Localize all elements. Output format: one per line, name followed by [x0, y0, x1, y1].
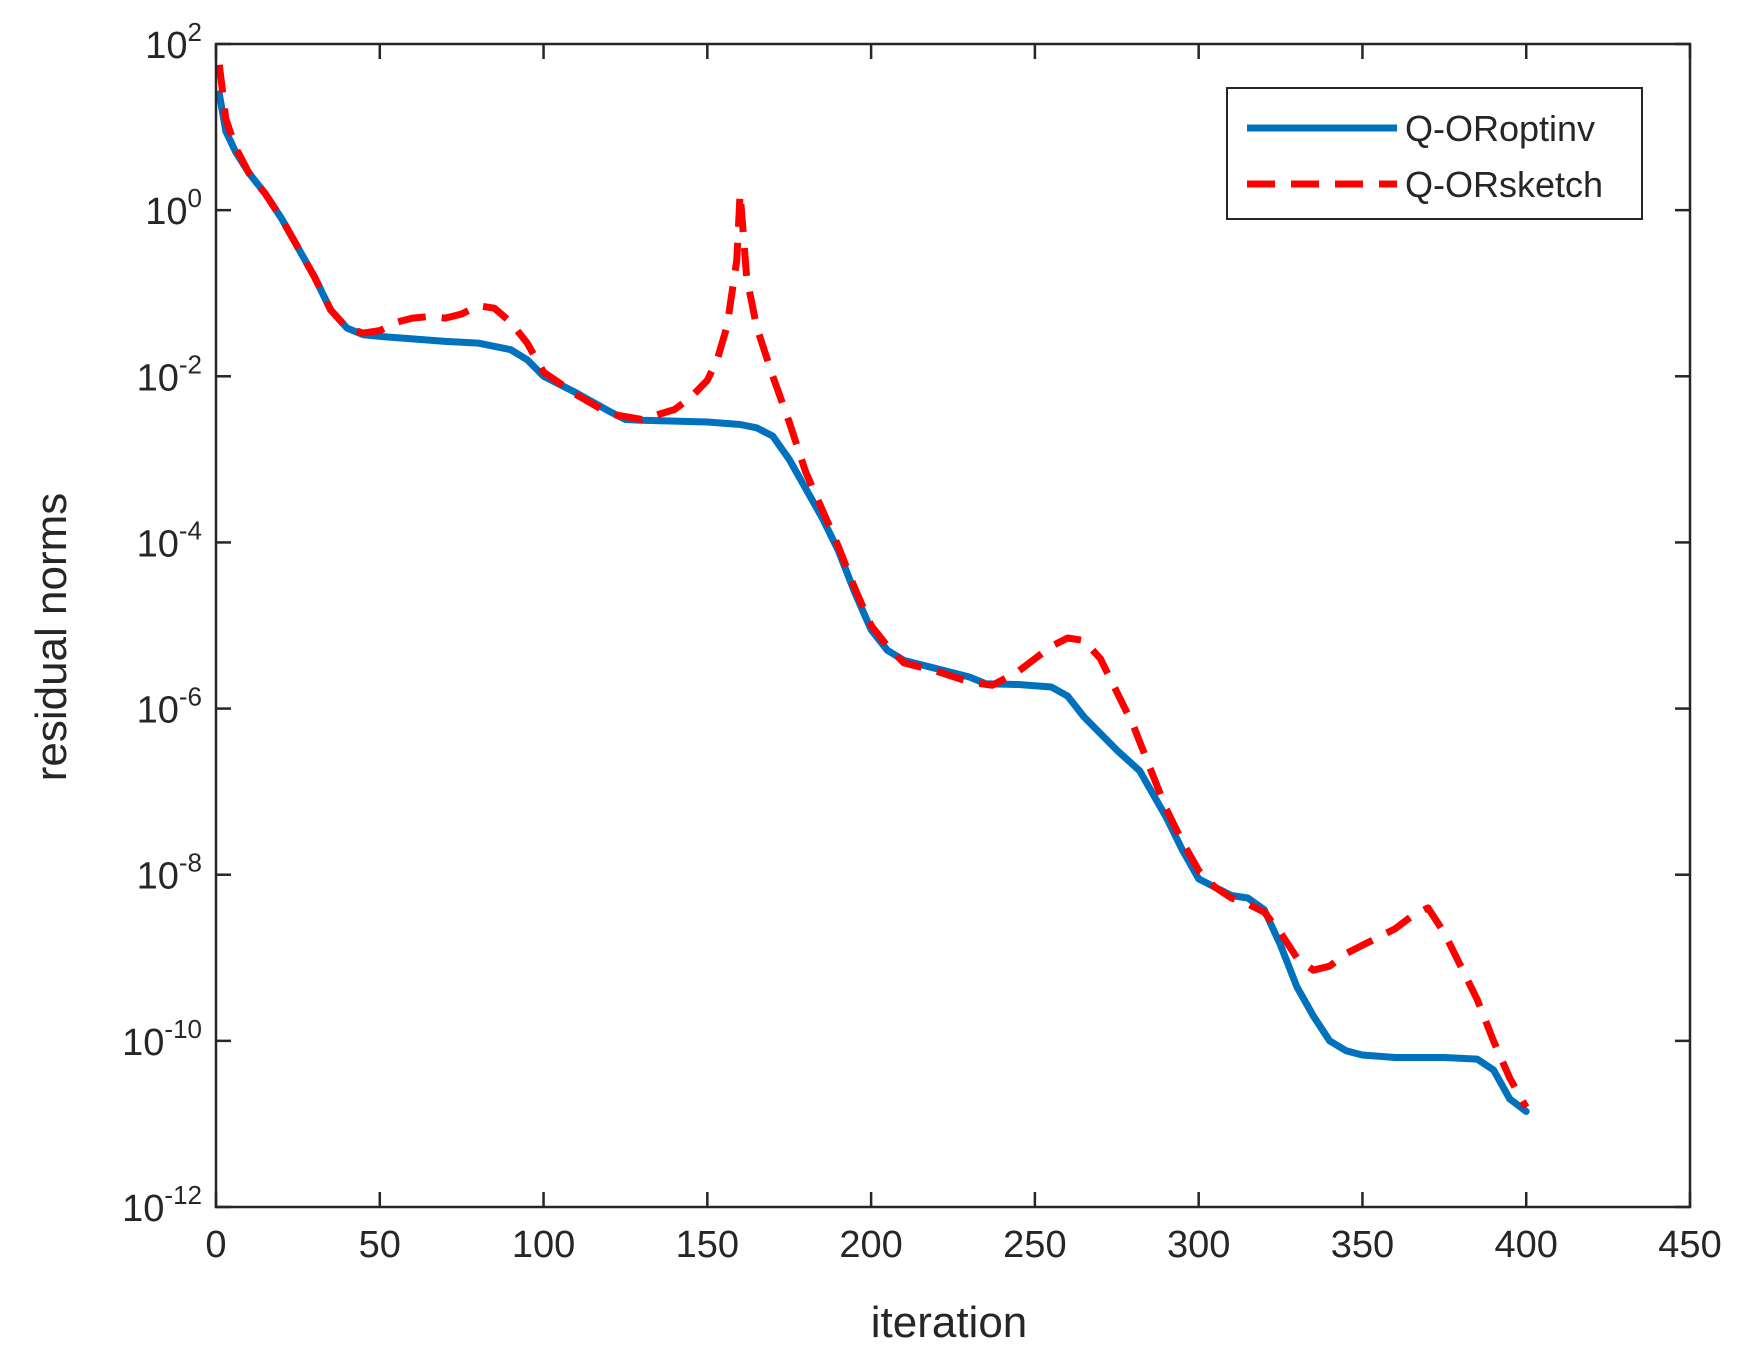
x-tick-label: 200 [839, 1224, 902, 1266]
y-axis-label: residual norms [27, 493, 76, 782]
y-tick-label: 10-2 [137, 349, 202, 399]
x-tick-label: 350 [1331, 1224, 1394, 1266]
y-tick-label: 102 [145, 17, 202, 67]
x-tick-label: 300 [1167, 1224, 1230, 1266]
axes-box [214, 42, 1692, 1209]
y-tick-label: 10-10 [122, 1014, 202, 1064]
x-tick-label: 150 [676, 1224, 739, 1266]
legend-box [1226, 87, 1643, 220]
series-line-q-orsketch [216, 64, 1530, 1110]
x-tick-label: 400 [1495, 1224, 1558, 1266]
x-tick-label: 250 [1003, 1224, 1066, 1266]
x-tick-label: 450 [1658, 1224, 1721, 1266]
y-tick-label: 10-12 [122, 1180, 202, 1230]
x-tick-label: 50 [359, 1224, 401, 1266]
y-tick-label: 10-4 [137, 515, 202, 565]
x-axis-label: iteration [871, 1298, 1028, 1347]
x-tick-label: 0 [205, 1224, 226, 1266]
y-tick-label: 10-6 [137, 682, 202, 732]
x-tick-label: 100 [512, 1224, 575, 1266]
legend: Q-ORoptinv Q-ORsketch [1226, 87, 1643, 220]
legend-label-q-oroptinv: Q-ORoptinv [1405, 108, 1595, 149]
y-tick-label: 10-8 [137, 848, 202, 898]
plot-area [216, 64, 1530, 1115]
y-tick-label: 100 [145, 183, 202, 233]
axes: 0 50 100 150 200 250 300 350 400 450 102 100 10-2 10-… [122, 17, 1722, 1266]
legend-label-q-orsketch: Q-ORsketch [1405, 164, 1603, 205]
